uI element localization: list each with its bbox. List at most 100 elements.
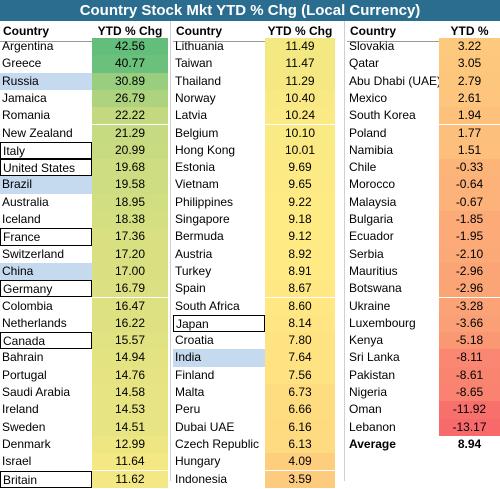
ytd-value: 17.36 — [92, 228, 168, 246]
country-name: Switzerland — [2, 246, 65, 261]
column-header-country: Country — [350, 24, 396, 38]
table-row: Britain 11.62 — [0, 470, 168, 488]
ytd-value: 11.64 — [92, 453, 168, 471]
table-row: Spain 8.67 — [173, 280, 335, 298]
country-name: Chile — [349, 160, 377, 175]
ytd-value: 1.51 — [439, 141, 500, 160]
table-row: Nigeria -8.65 — [347, 384, 500, 402]
table-row: Austria 8.92 — [173, 245, 335, 263]
ytd-value: 6.73 — [265, 384, 335, 402]
table-row: Peru 6.66 — [173, 401, 335, 419]
column-separator — [344, 21, 345, 481]
header-rule — [0, 41, 168, 42]
table-row: Taiwan 11.47 — [173, 55, 335, 73]
country-name: Vietnam — [175, 177, 219, 192]
ytd-value: -2.96 — [439, 262, 500, 281]
ytd-value: 6.16 — [265, 418, 335, 436]
country-name: Argentina — [2, 39, 54, 53]
country-name: Croatia — [175, 333, 214, 348]
country-name: Bulgaria — [349, 212, 394, 226]
average-label: Average — [349, 436, 396, 451]
ytd-value: 8.67 — [265, 280, 335, 298]
table-row: Qatar 3.05 — [347, 55, 500, 73]
country-name: Saudi Arabia — [2, 385, 71, 399]
ytd-value: 9.65 — [265, 176, 335, 194]
country-name: Morocco — [349, 177, 396, 192]
country-name: Bahrain — [2, 350, 44, 365]
table-row: Indonesia 3.59 — [173, 470, 335, 488]
country-name: Ireland — [2, 402, 39, 417]
table-row: Germany 16.79 — [0, 280, 168, 298]
country-name: Russia — [0, 72, 92, 90]
country-name: Japan — [173, 314, 265, 333]
column-header-ytd: YTD % Chg — [97, 24, 163, 38]
country-name: Czech Republic — [175, 436, 260, 451]
table-row: Czech Republic 6.13 — [173, 435, 335, 454]
ytd-value: -0.33 — [439, 159, 500, 177]
country-name: Austria — [175, 246, 213, 261]
table-title: Country Stock Mkt YTD % Chg (Local Curre… — [0, 0, 500, 21]
table-row: Croatia 7.80 — [173, 332, 335, 350]
country-name: France — [0, 228, 92, 246]
country-name: South Africa — [175, 298, 240, 313]
ytd-value: 1.77 — [439, 124, 500, 142]
country-name: Oman — [349, 402, 382, 417]
table-row: Switzerland 17.20 — [0, 245, 168, 263]
country-name: Nigeria — [349, 385, 388, 399]
ytd-value: -0.67 — [439, 193, 500, 211]
table-row: Poland 1.77 — [347, 124, 500, 142]
ytd-value: 2.79 — [439, 72, 500, 90]
country-name: Malaysia — [349, 194, 397, 209]
country-name: Taiwan — [175, 56, 213, 71]
ytd-value: -13.17 — [439, 418, 500, 436]
table-row: Thailand 11.29 — [173, 72, 335, 90]
country-name: China — [0, 262, 92, 281]
ytd-value: 26.79 — [92, 89, 168, 108]
ytd-value: -8.61 — [439, 366, 500, 384]
country-name: Jamaica — [2, 90, 47, 105]
column-separator — [170, 21, 171, 481]
ytd-value: -2.10 — [439, 245, 500, 263]
country-name: Belgium — [175, 125, 219, 140]
table-row: Japan 8.14 — [173, 314, 335, 333]
ytd-value: 9.22 — [265, 193, 335, 211]
country-name: Pakistan — [349, 367, 396, 382]
ytd-value: 8.91 — [265, 262, 335, 281]
table-row: Pakistan -8.61 — [347, 366, 500, 384]
country-name: Hong Kong — [175, 142, 236, 157]
country-name: Mexico — [349, 90, 388, 105]
country-name: Kenya — [349, 333, 384, 348]
country-name: Thailand — [175, 73, 222, 88]
table-row: Sri Lanka -8.11 — [347, 349, 500, 367]
table-row: Lebanon -13.17 — [347, 418, 500, 436]
table-row: Sweden 14.51 — [0, 418, 168, 436]
ytd-value: 1.94 — [439, 107, 500, 125]
table-row: Russia 30.89 — [0, 72, 168, 90]
table-row: Ireland 14.53 — [0, 401, 168, 419]
ytd-value: 14.94 — [92, 349, 168, 367]
table-row: Ukraine -3.28 — [347, 297, 500, 315]
table-row: Philippines 9.22 — [173, 193, 335, 211]
country-name: Mauritius — [349, 263, 398, 278]
country-name: Abu Dhabi (UAE) — [349, 73, 442, 88]
ytd-value: 22.22 — [92, 107, 168, 125]
ytd-value: 6.66 — [265, 401, 335, 419]
table-row: Estonia 9.69 — [173, 159, 335, 177]
country-name: Dubai UAE — [175, 419, 235, 434]
country-name: Turkey — [175, 263, 212, 278]
ytd-value: 11.47 — [265, 55, 335, 73]
table-row: Dubai UAE 6.16 — [173, 418, 335, 436]
country-name: Sweden — [2, 419, 46, 434]
country-name: Estonia — [175, 160, 216, 175]
country-name: Luxembourg — [349, 315, 416, 330]
table-row: Australia 18.95 — [0, 193, 168, 211]
table-row: Colombia 16.47 — [0, 297, 168, 315]
table-row: South Africa 8.60 — [173, 297, 335, 315]
ytd-value: 8.14 — [265, 314, 335, 333]
country-name: Ukraine — [349, 298, 391, 313]
table-row: Denmark 12.99 — [0, 435, 168, 454]
country-name: Greece — [2, 56, 42, 71]
ytd-value: 10.40 — [265, 89, 335, 108]
ytd-value: 7.64 — [265, 349, 335, 367]
ytd-value: 14.51 — [92, 418, 168, 436]
